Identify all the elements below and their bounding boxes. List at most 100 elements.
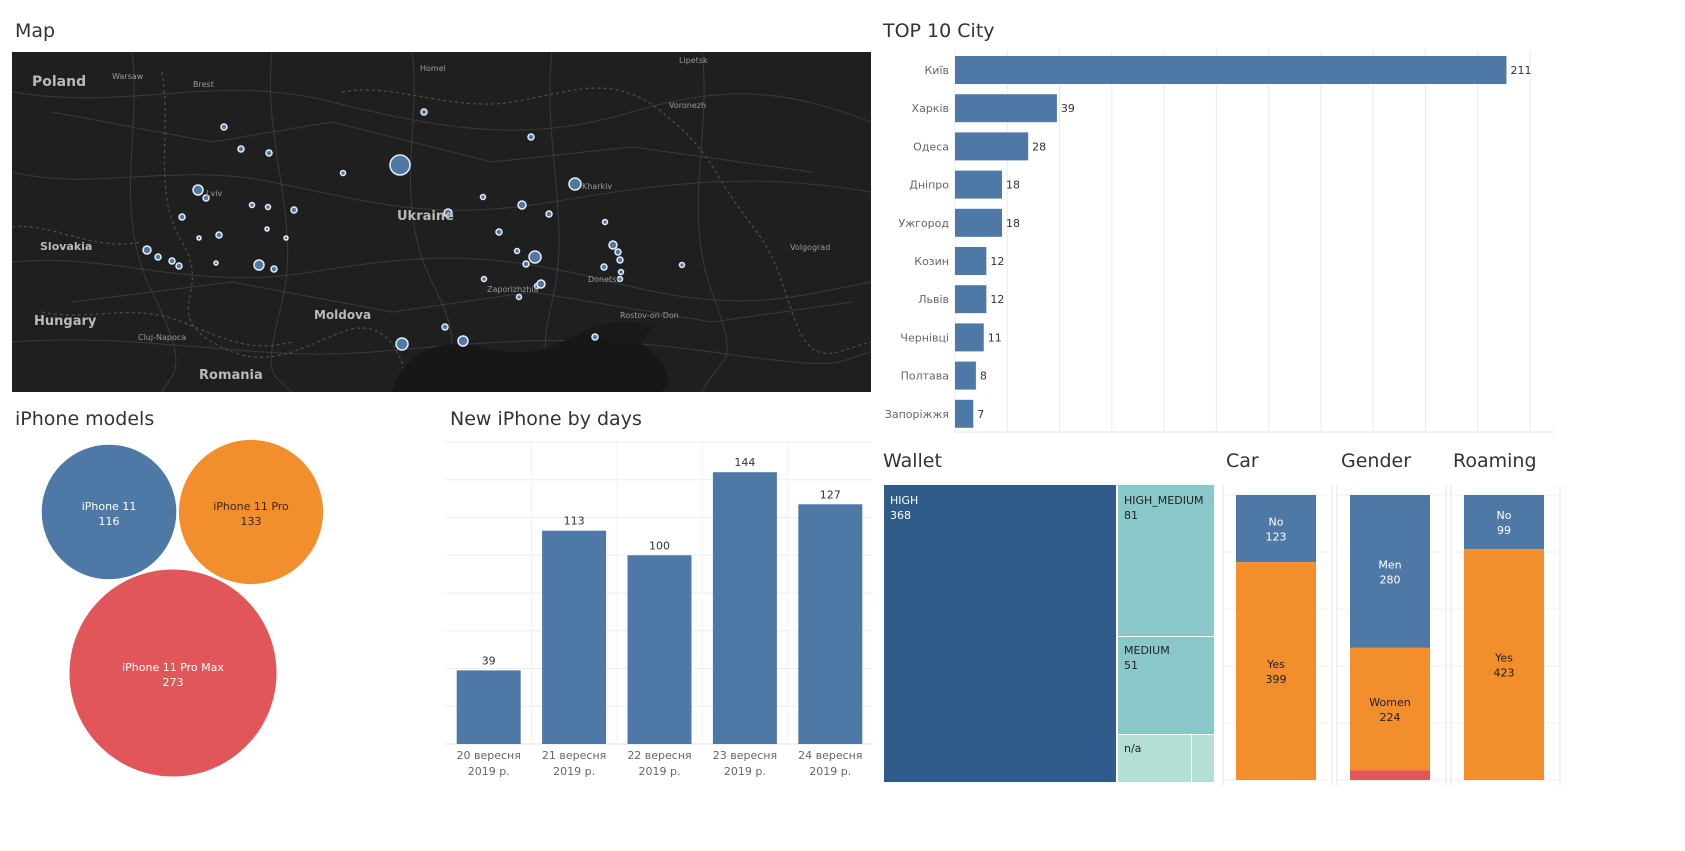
map-point-24[interactable] [154, 253, 162, 261]
map-point-31[interactable] [528, 250, 542, 264]
wallet-cell-na[interactable] [1118, 735, 1191, 782]
map-point-7[interactable] [568, 177, 582, 191]
map-points-layer[interactable] [12, 52, 871, 392]
car-segment[interactable] [1236, 495, 1316, 563]
wallet-cell-high[interactable] [884, 485, 1116, 782]
map-point-13[interactable] [443, 208, 453, 218]
top10-bar[interactable] [955, 323, 984, 352]
map-point-18[interactable] [178, 213, 186, 221]
map-point-8[interactable] [192, 184, 204, 196]
wallet-cell-high-medium[interactable] [1118, 485, 1214, 636]
top10-bar[interactable] [955, 56, 1507, 84]
map-point-25[interactable] [168, 257, 176, 265]
map-point-19[interactable] [215, 231, 223, 239]
wallet-treemap[interactable]: HIGH 368 HIGH_MEDIUM 81 MEDIUM 51 n/a [880, 480, 1215, 785]
gender-segment[interactable] [1350, 495, 1430, 648]
map-point-29[interactable] [495, 228, 503, 236]
map-point-12[interactable] [290, 206, 298, 214]
map-point-39[interactable] [515, 293, 523, 301]
model-bubble[interactable] [40, 443, 178, 581]
gender-segment-value: 280 [1380, 573, 1401, 586]
map-point-11[interactable] [264, 203, 272, 211]
wallet-label: n/a [1124, 742, 1141, 755]
map-point-30[interactable] [513, 247, 521, 255]
top10-bar[interactable] [955, 132, 1029, 161]
top10-bar[interactable] [955, 170, 1003, 199]
car-segment[interactable] [1236, 562, 1316, 780]
top10-city-chart[interactable]: Київ 211 Харків 39 Одеса 28 Дніпро 18 Ужгород 18 К… [875, 50, 1565, 436]
gender-segment[interactable] [1350, 647, 1430, 771]
map-point-43[interactable] [441, 323, 449, 331]
days-bar[interactable] [456, 670, 521, 744]
map-label-zaporizhzhia: Zaporizhzhia [487, 285, 539, 294]
top10-bar[interactable] [955, 399, 974, 428]
top10-bar[interactable] [955, 361, 976, 390]
iphone-models-chart[interactable]: iPhone 11 116 iPhone 11 Pro 133 iPhone 11 Pr… [0, 430, 440, 851]
roaming-segment[interactable] [1464, 549, 1544, 780]
car-title: Car [1226, 450, 1259, 472]
car-chart[interactable]: No 123 Yes 399 [1222, 480, 1334, 785]
days-bar[interactable] [542, 530, 607, 744]
top10-bar[interactable] [955, 285, 987, 314]
wallet-cell-other[interactable] [1192, 735, 1214, 782]
map-point-21[interactable] [264, 226, 270, 232]
models-title: iPhone models [15, 408, 155, 430]
map-point-0[interactable] [220, 123, 228, 131]
gender-chart[interactable]: Men 280 Women 224 [1336, 480, 1448, 785]
map-point-15[interactable] [517, 200, 527, 210]
wallet-value: 51 [1124, 659, 1138, 672]
map-label-cluj: Cluj-Napoca [138, 333, 187, 342]
wallet-cell-medium[interactable] [1118, 637, 1214, 734]
gender-segment[interactable] [1350, 770, 1430, 780]
top10-bar[interactable] [955, 208, 1003, 237]
roaming-segment[interactable] [1464, 495, 1544, 550]
map-point-4[interactable] [339, 169, 347, 177]
days-bar[interactable] [712, 472, 777, 744]
map-point-22[interactable] [283, 235, 289, 241]
map-point-2[interactable] [265, 149, 273, 157]
map-point-40[interactable] [536, 279, 546, 289]
new-iphone-by-days-chart[interactable]: 39 20 вересня 2019 р. 113 21 вересня 2019 р. 1… [440, 430, 880, 851]
top10-value-label: 18 [1006, 179, 1020, 192]
map-point-33[interactable] [614, 248, 622, 256]
map-point-37[interactable] [522, 260, 530, 268]
map-point-28[interactable] [270, 265, 278, 273]
car-segment-value: 399 [1266, 673, 1287, 686]
map-point-45[interactable] [395, 337, 409, 351]
top10-bar[interactable] [955, 94, 1057, 123]
map-point-48[interactable] [480, 275, 488, 283]
map-point-6[interactable] [527, 133, 535, 141]
top10-bar[interactable] [955, 247, 987, 275]
map-point-23[interactable] [142, 245, 152, 255]
map-point-41[interactable] [617, 268, 625, 276]
map-point-44[interactable] [457, 335, 469, 347]
map-point-10[interactable] [248, 201, 256, 209]
map-panel[interactable]: Poland Warsaw Brest Homel Lipetsk Vorone… [12, 52, 871, 392]
map-point-14[interactable] [479, 193, 487, 201]
map-point-36[interactable] [616, 275, 624, 283]
days-bar[interactable] [627, 555, 692, 744]
map-point-1[interactable] [237, 145, 245, 153]
top10-value-label: 11 [988, 331, 1002, 344]
map-point-32[interactable] [608, 240, 618, 250]
map-point-9[interactable] [202, 194, 210, 202]
map-point-17[interactable] [601, 218, 609, 226]
map-point-46[interactable] [591, 333, 599, 341]
roaming-chart[interactable]: No 99 Yes 423 [1450, 480, 1562, 785]
days-bar[interactable] [798, 504, 863, 744]
map-point-27[interactable] [253, 259, 265, 271]
model-value-label: 133 [241, 515, 262, 528]
map-point-34[interactable] [616, 256, 624, 264]
map-point-16[interactable] [545, 210, 553, 218]
map-point-5[interactable] [389, 154, 411, 176]
days-value-label: 144 [734, 456, 755, 469]
map-point-47[interactable] [175, 262, 183, 270]
map-point-35[interactable] [600, 263, 608, 271]
map-point-42[interactable] [678, 261, 686, 269]
model-name-label: iPhone 11 [82, 500, 137, 513]
map-point-20[interactable] [196, 235, 202, 241]
map-point-3[interactable] [420, 108, 428, 116]
map-point-26[interactable] [213, 260, 219, 266]
model-bubble[interactable] [68, 568, 278, 778]
model-bubble[interactable] [177, 438, 325, 586]
